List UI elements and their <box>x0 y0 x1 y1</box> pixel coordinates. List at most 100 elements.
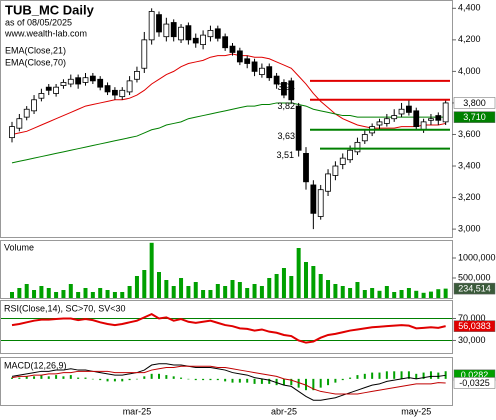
y-tick-label: 1000,000 <box>458 252 496 262</box>
candle-body <box>75 77 82 85</box>
panel-title: MACD(12,26,9) <box>4 360 67 370</box>
histogram-bar <box>407 371 410 379</box>
volume-bar <box>421 292 426 298</box>
histogram-bar <box>25 376 28 379</box>
rsi-line <box>11 312 446 344</box>
histogram-bar <box>224 378 227 382</box>
candle-body <box>156 14 162 33</box>
histogram-bar <box>209 378 212 381</box>
volume-bar <box>428 291 433 298</box>
volume-bar <box>171 286 176 298</box>
value-box <box>453 97 496 109</box>
volume-bar <box>54 292 59 298</box>
candle-body <box>185 25 192 41</box>
level-label: 3,82 <box>277 101 295 111</box>
candle-body <box>398 108 405 115</box>
candle-body <box>104 85 111 93</box>
level-label: 3,63 <box>277 131 295 141</box>
volume-bar <box>252 284 257 298</box>
candle-body <box>222 36 229 49</box>
candle-body <box>376 121 383 126</box>
histogram-bar <box>319 378 322 388</box>
candle-body <box>119 89 126 98</box>
candle-body <box>317 189 324 217</box>
volume-bar <box>208 290 213 298</box>
volume-bar <box>237 282 242 298</box>
histogram-bar <box>275 378 278 386</box>
candle-body <box>45 86 52 91</box>
candle-body <box>214 28 221 39</box>
volume-bar <box>311 266 316 298</box>
value-box <box>453 320 496 332</box>
volume-bar <box>127 286 132 298</box>
value-box <box>453 377 496 389</box>
volume-bar <box>61 290 66 298</box>
histogram-bar <box>378 372 381 379</box>
volume-bar <box>17 288 22 298</box>
histogram-bar <box>165 375 168 379</box>
histogram-bar <box>150 373 153 379</box>
y-tick-label: 4,400 <box>458 3 481 13</box>
macd-panel <box>0 357 453 406</box>
histogram-bar <box>282 378 285 386</box>
value-box-label: 3,710 <box>463 112 486 122</box>
x-tick-label: may-25 <box>401 406 431 416</box>
candle-body <box>82 77 89 83</box>
candle-body <box>200 34 207 45</box>
y-tick-label: 3,000 <box>458 223 481 233</box>
candle-body <box>97 78 104 88</box>
volume-bar <box>296 248 301 298</box>
value-box-label: -0,0325 <box>459 378 490 388</box>
volume-bar <box>10 292 14 298</box>
volume-bar <box>406 288 411 298</box>
volume-bar <box>98 288 103 298</box>
histogram-bar <box>62 376 65 379</box>
volume-bar <box>83 288 88 298</box>
candle-body <box>339 157 346 165</box>
candle-body <box>273 75 280 85</box>
volume-bar <box>377 290 382 298</box>
panel-title: Volume <box>4 242 34 252</box>
volume-bar <box>267 278 272 298</box>
histogram-bar <box>429 371 432 379</box>
level-label: 3,51 <box>276 150 294 160</box>
histogram-bar <box>422 372 425 379</box>
histogram-bar <box>143 376 146 379</box>
candle-body <box>192 37 199 44</box>
value-box-label: 3,800 <box>463 98 486 108</box>
volume-bar <box>384 286 389 298</box>
candle-body <box>9 126 15 139</box>
volume-bar <box>370 288 375 298</box>
histogram-bar <box>297 378 300 388</box>
volume-bar <box>120 292 125 298</box>
histogram-bar <box>202 378 205 381</box>
candle-body <box>60 82 67 86</box>
histogram-bar <box>400 371 403 379</box>
volume-bar <box>281 268 286 298</box>
x-tick-label: abr-25 <box>271 406 297 416</box>
candle-body <box>244 58 251 64</box>
candle-body <box>38 93 45 99</box>
candle-body <box>67 78 74 85</box>
x-tick-label: mar-25 <box>123 406 152 416</box>
candle-body <box>23 108 30 118</box>
y-tick-label: 3,600 <box>458 129 481 139</box>
volume-bar <box>112 292 117 298</box>
marks: 3,000 3,200 3,400 3,600 3,800 4,000 4,200 4,400… <box>1 3 496 401</box>
histogram-bar <box>47 376 50 379</box>
candle-body <box>435 115 442 121</box>
histogram-bar <box>371 372 374 379</box>
histogram-bar <box>393 371 396 379</box>
histogram-bar <box>11 377 13 379</box>
histogram-bar <box>194 378 197 381</box>
volume-bar <box>193 282 198 298</box>
candle-body <box>126 80 133 93</box>
volume-bar <box>414 290 419 298</box>
value-box <box>453 282 496 295</box>
candle-body <box>428 118 434 121</box>
y-tick-label: 30,000 <box>458 335 486 345</box>
candle-body <box>310 184 317 214</box>
macd-line <box>11 363 446 401</box>
volume-bar <box>355 282 360 298</box>
ema-line <box>11 102 446 164</box>
